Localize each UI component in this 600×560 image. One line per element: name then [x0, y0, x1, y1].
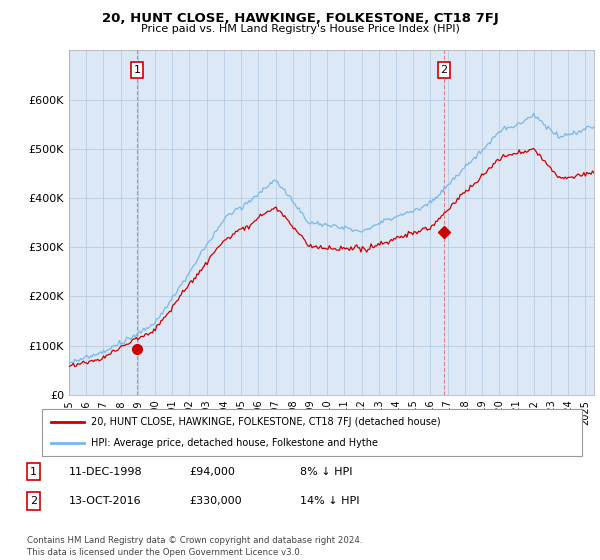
Text: 20, HUNT CLOSE, HAWKINGE, FOLKESTONE, CT18 7FJ: 20, HUNT CLOSE, HAWKINGE, FOLKESTONE, CT… — [101, 12, 499, 25]
Text: 1: 1 — [30, 466, 37, 477]
Text: 8% ↓ HPI: 8% ↓ HPI — [300, 466, 353, 477]
Text: 2: 2 — [440, 65, 448, 75]
Text: 1: 1 — [133, 65, 140, 75]
Text: £330,000: £330,000 — [189, 496, 242, 506]
Text: 2: 2 — [30, 496, 37, 506]
Text: 20, HUNT CLOSE, HAWKINGE, FOLKESTONE, CT18 7FJ (detached house): 20, HUNT CLOSE, HAWKINGE, FOLKESTONE, CT… — [91, 417, 441, 427]
Text: 14% ↓ HPI: 14% ↓ HPI — [300, 496, 359, 506]
Text: HPI: Average price, detached house, Folkestone and Hythe: HPI: Average price, detached house, Folk… — [91, 438, 378, 448]
Text: £94,000: £94,000 — [189, 466, 235, 477]
Text: 11-DEC-1998: 11-DEC-1998 — [69, 466, 143, 477]
Text: Price paid vs. HM Land Registry's House Price Index (HPI): Price paid vs. HM Land Registry's House … — [140, 24, 460, 34]
Text: 13-OCT-2016: 13-OCT-2016 — [69, 496, 142, 506]
Text: Contains HM Land Registry data © Crown copyright and database right 2024.
This d: Contains HM Land Registry data © Crown c… — [27, 536, 362, 557]
